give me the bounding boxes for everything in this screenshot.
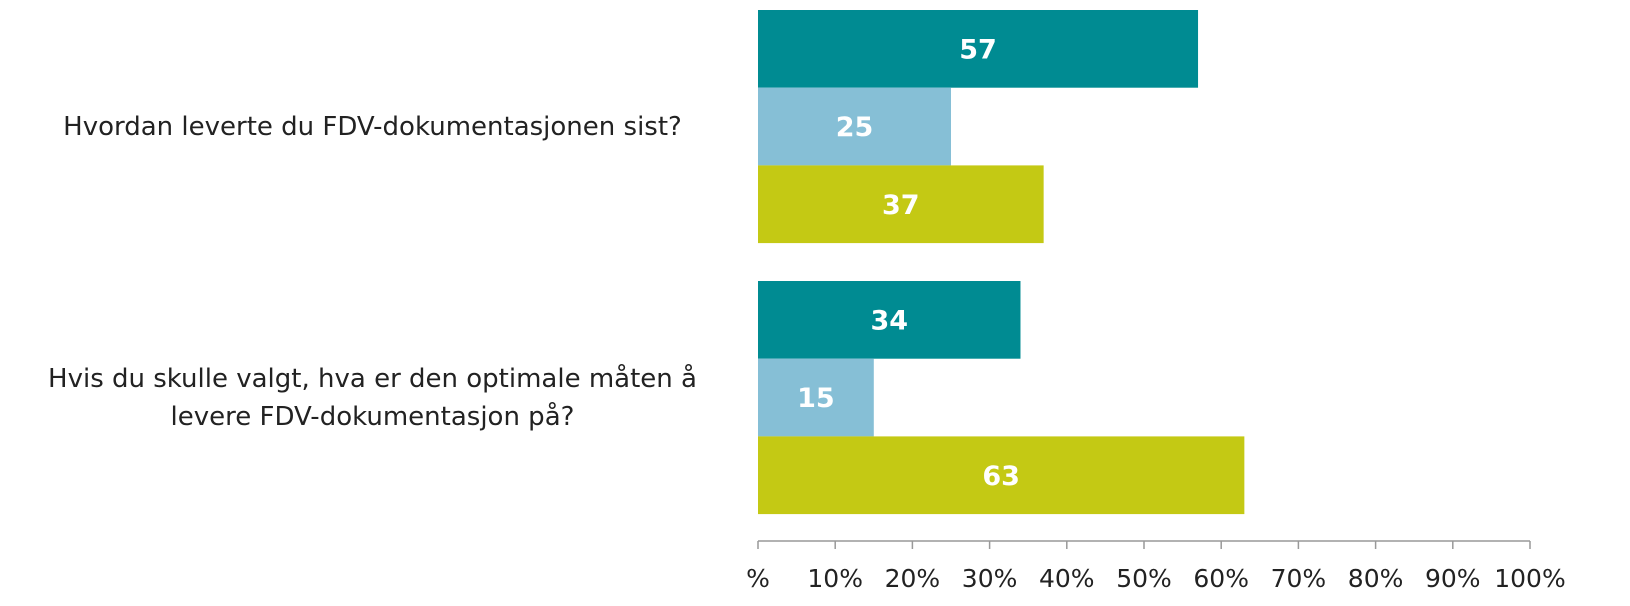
x-tick-label: 40% [1039,564,1095,593]
value-label: 25 [836,112,874,143]
x-tick-label: % [746,564,770,593]
x-tick-label: 80% [1348,564,1404,593]
x-tick-label: 50% [1116,564,1172,593]
x-tick-label: 90% [1425,564,1481,593]
x-tick-label: 60% [1193,564,1249,593]
x-tick-label: 100% [1494,564,1565,593]
value-label: 15 [797,383,835,414]
value-label: 57 [959,34,997,65]
bar [758,165,1044,244]
bar [758,87,951,166]
value-label: 63 [982,461,1020,492]
x-tick-label: 20% [885,564,941,593]
value-label: 37 [882,190,920,221]
bar [758,10,1199,88]
x-tick-label: 70% [1271,564,1327,593]
x-tick-label: 30% [962,564,1018,593]
category-label: Hvordan leverte du FDV-dokumentasjonen s… [63,111,682,142]
bar [758,281,1021,359]
category-label: Hvis du skulle valgt, hva er den optimal… [48,363,697,432]
x-tick-label: 10% [807,564,863,593]
bar [758,358,874,437]
value-label: 34 [870,305,908,336]
bar [758,436,1245,515]
